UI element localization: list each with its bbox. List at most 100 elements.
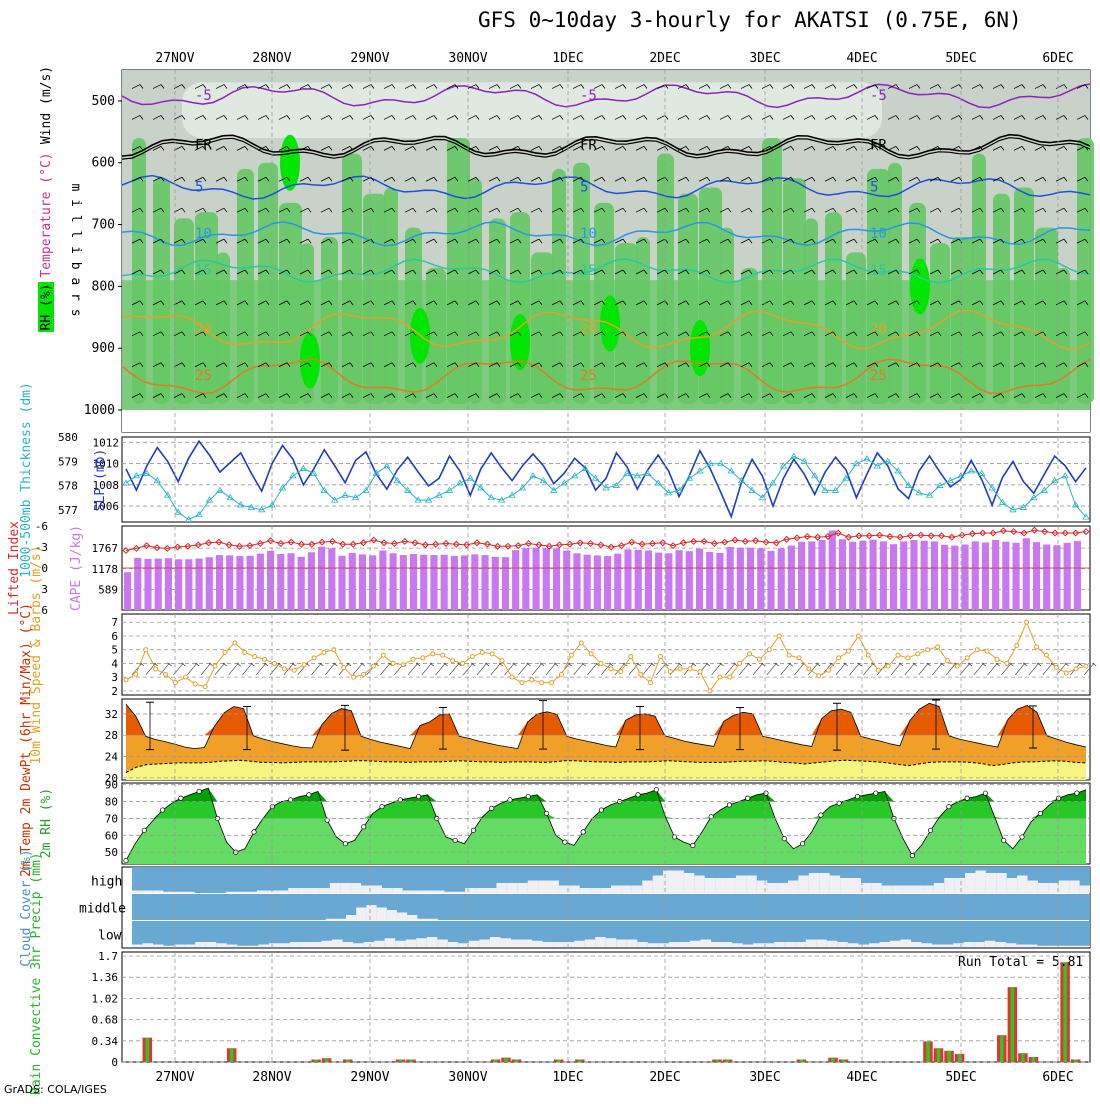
surface-wind-barb — [973, 662, 987, 676]
wind-barb — [425, 115, 438, 120]
wind-barb — [635, 176, 648, 182]
cape-bar — [154, 558, 162, 610]
rh2m-point — [141, 827, 147, 833]
cloud-cover-bar — [621, 885, 632, 893]
cape-bar — [1053, 545, 1061, 610]
wind-barb — [1034, 146, 1047, 151]
wind-speed-point — [845, 648, 851, 654]
cape-bar — [512, 550, 520, 610]
wind-speed-point — [568, 652, 574, 658]
wind-speed-point — [291, 667, 297, 673]
surface-wind-barb — [642, 662, 655, 676]
wind-barb — [551, 146, 564, 151]
cloud-cover-bar — [637, 942, 648, 947]
thickness-point — [581, 464, 589, 471]
wind-barb — [236, 84, 249, 89]
precip-total-bar — [715, 1059, 719, 1062]
wind-speed-point — [420, 655, 426, 661]
cape-bar — [542, 548, 550, 610]
wind-barb — [425, 238, 438, 244]
rh2m-point — [452, 837, 458, 843]
wind-barb — [887, 207, 900, 213]
cape-bar — [716, 552, 724, 610]
wind-barb — [467, 176, 480, 182]
cape-bar — [736, 547, 744, 610]
wind-barb — [1055, 84, 1068, 89]
wind-barb — [887, 300, 900, 306]
cloud-cover-bar — [458, 943, 469, 947]
cloud-cover-bar — [984, 940, 996, 947]
wind-barb — [698, 393, 711, 398]
date-label-top: 2DEC — [649, 51, 680, 66]
cloud-cover-bar — [447, 942, 459, 947]
cloud-cover-bar — [350, 883, 362, 893]
cape-bar — [849, 541, 857, 610]
wind-barb — [215, 84, 228, 89]
thickness-point — [529, 472, 537, 479]
thickness-point — [184, 515, 193, 522]
wind-barb — [215, 207, 228, 213]
wind-barb — [593, 393, 606, 398]
wind-barb — [719, 238, 732, 244]
wind-barb — [824, 84, 837, 89]
thickness-point — [497, 496, 506, 503]
wind-barb — [131, 115, 144, 120]
wind-barb — [971, 207, 984, 213]
wind-barb — [278, 238, 291, 244]
wind-barb — [866, 331, 879, 337]
li-point — [906, 532, 915, 540]
wind-barb — [488, 238, 501, 244]
wind-barb — [866, 393, 879, 398]
wind-barb — [656, 115, 669, 120]
cloud-cover-bar — [423, 890, 434, 893]
isotherm-label: -5 — [870, 88, 887, 104]
isotherm-label: FR — [870, 137, 887, 153]
wind-barb — [929, 331, 942, 337]
wind-speed-point — [697, 669, 703, 675]
li-point — [494, 542, 502, 550]
wind-barb — [509, 300, 522, 306]
wind-barb — [950, 300, 963, 306]
wind-tick-label: 2 — [111, 685, 118, 698]
surface-wind-barb — [228, 662, 241, 676]
cloud-cover-bar — [417, 918, 428, 920]
wind-speed-point — [499, 658, 505, 664]
cloud-cover-bar — [642, 880, 653, 893]
rh2m-point — [288, 797, 294, 803]
thickness-point — [967, 467, 975, 474]
wind-barb — [992, 176, 1005, 182]
wind-barb — [173, 393, 186, 398]
li-point — [989, 529, 997, 537]
wind-barb — [698, 238, 711, 244]
wind-barb — [782, 331, 795, 337]
rh2m-point — [946, 804, 952, 810]
wind-barb — [929, 362, 942, 368]
wind-barb — [383, 269, 396, 275]
wind-barb — [656, 238, 669, 244]
cloud-cover-bar — [132, 944, 143, 947]
wind-barb — [404, 207, 417, 213]
wind-speed-point — [440, 652, 446, 658]
li-point — [215, 538, 223, 546]
cloud-cover-bar — [548, 880, 559, 893]
li-point — [452, 540, 460, 548]
li-point — [174, 543, 182, 551]
wind-speed-point — [222, 649, 228, 655]
wind-barb — [782, 207, 795, 213]
li-point — [597, 541, 605, 549]
surface-wind-barb — [490, 662, 504, 676]
li-point — [948, 533, 956, 541]
cloud-cover-bar — [689, 940, 701, 947]
cloud-cover-bar — [184, 944, 196, 947]
wind-speed-point — [687, 666, 693, 672]
rh2m-point — [525, 793, 531, 800]
cloud-cover-bar — [1058, 945, 1069, 947]
li-point — [752, 537, 760, 545]
date-label-bottom: 28NOV — [252, 1070, 291, 1085]
wind-barb — [908, 146, 921, 151]
surface-wind-barb — [904, 662, 918, 676]
cape-bar — [838, 539, 847, 610]
precip-tick-label: 1.36 — [92, 971, 119, 984]
li-point — [122, 546, 130, 555]
cloud-cover-bar — [517, 883, 528, 893]
